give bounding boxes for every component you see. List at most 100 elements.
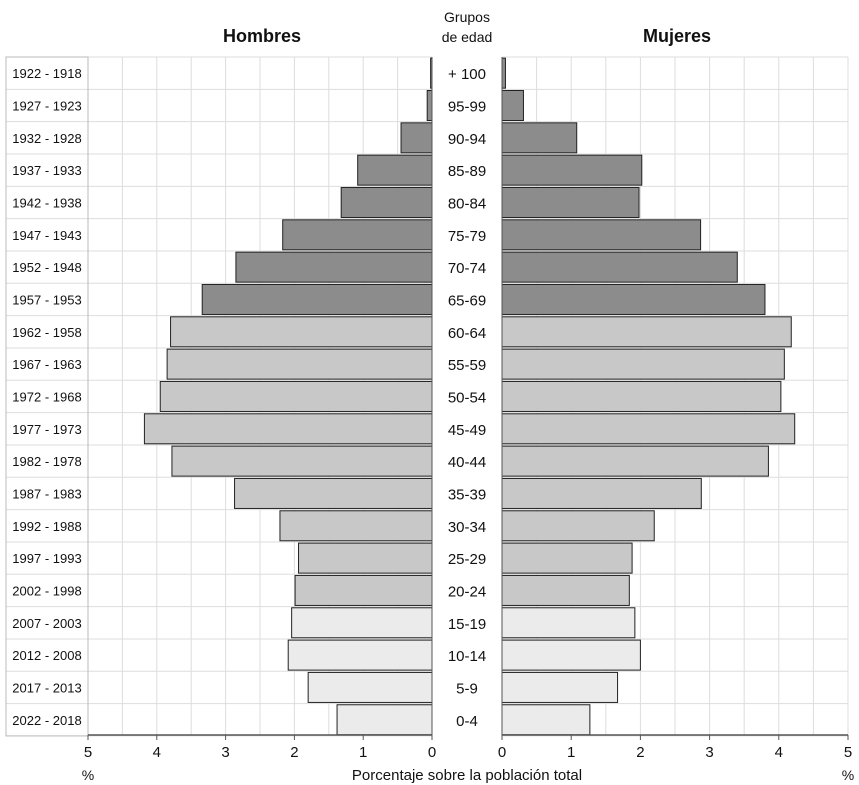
age-group-label: 45-49 — [448, 422, 486, 439]
bar-women — [501, 219, 702, 251]
unit-right: % — [842, 767, 854, 783]
birth-year-label: 1932 - 1928 — [12, 131, 81, 146]
right-title: Mujeres — [643, 26, 711, 46]
bar-women — [501, 122, 578, 154]
age-group-label: 75-79 — [448, 228, 486, 245]
bar-men — [426, 89, 433, 121]
bars-layer — [143, 57, 796, 736]
bar-men — [143, 413, 433, 445]
center-header-line2: de edad — [442, 29, 493, 45]
x-tick-label: 0 — [498, 744, 506, 761]
x-tick-label: 3 — [705, 744, 713, 761]
x-tick-label: 5 — [844, 744, 852, 761]
x-tick-label: 1 — [359, 744, 367, 761]
bar-women — [501, 639, 641, 671]
age-group-label: 70-74 — [448, 260, 486, 277]
x-axis-label: Porcentaje sobre la población total — [352, 767, 582, 784]
bar-men — [307, 671, 433, 703]
birth-year-label: 1962 - 1958 — [12, 325, 81, 340]
bar-men — [201, 283, 433, 315]
birth-year-label: 1937 - 1933 — [12, 163, 81, 178]
age-group-label: 55-59 — [448, 357, 486, 374]
birth-year-label: 1952 - 1948 — [12, 260, 81, 275]
bar-women — [501, 704, 591, 736]
left-title: Hombres — [223, 26, 301, 46]
age-group-label: 60-64 — [448, 325, 486, 342]
labels-layer: 1922 - 1918 + 100 1927 - 1923 95-99 1932 - 1… — [12, 66, 486, 730]
age-group-label: 65-69 — [448, 292, 486, 309]
bar-men — [234, 477, 433, 509]
bar-women — [501, 154, 643, 186]
x-tick-label: 4 — [153, 744, 161, 761]
age-group-label: 35-39 — [448, 486, 486, 503]
birth-year-label: 1982 - 1978 — [12, 454, 81, 469]
bar-men — [298, 542, 433, 574]
bar-men — [282, 219, 433, 251]
bar-women — [501, 574, 630, 606]
bar-men — [291, 607, 433, 639]
center-header-line1: Grupos — [444, 9, 490, 25]
bar-women — [501, 89, 524, 121]
bar-women — [501, 316, 792, 348]
age-group-label: 20-24 — [448, 583, 486, 600]
bar-men — [357, 154, 433, 186]
bar-men — [336, 704, 433, 736]
bar-women — [501, 607, 636, 639]
birth-year-label: 2022 - 2018 — [12, 713, 81, 728]
x-tick-label: 2 — [636, 744, 644, 761]
age-group-label: 15-19 — [448, 616, 486, 633]
age-group-label: 80-84 — [448, 195, 486, 212]
x-tick-label: 0 — [428, 744, 436, 761]
age-group-label: 85-89 — [448, 163, 486, 180]
age-group-label: 50-54 — [448, 389, 486, 406]
age-group-label: 0-4 — [456, 713, 478, 730]
x-tick-label: 5 — [84, 744, 92, 761]
bar-women — [501, 445, 769, 477]
birth-year-label: 1942 - 1938 — [12, 195, 81, 210]
bar-men — [166, 348, 433, 380]
bar-women — [501, 671, 619, 703]
age-group-label: 40-44 — [448, 454, 486, 471]
birth-year-label: 1957 - 1953 — [12, 292, 81, 307]
x-tick-label: 1 — [567, 744, 575, 761]
bar-women — [501, 251, 738, 283]
age-group-label: 5-9 — [456, 680, 478, 697]
birth-year-label: 2012 - 2008 — [12, 648, 81, 663]
birth-year-label: 1977 - 1973 — [12, 422, 81, 437]
age-group-label: + 100 — [448, 66, 486, 83]
bar-women — [501, 380, 782, 412]
birth-year-label: 1987 - 1983 — [12, 486, 81, 501]
bar-women — [501, 413, 796, 445]
bar-men — [159, 380, 433, 412]
bar-women — [501, 477, 702, 509]
x-tick-label: 2 — [290, 744, 298, 761]
birth-year-label: 1972 - 1968 — [12, 389, 81, 404]
age-group-label: 95-99 — [448, 98, 486, 115]
bar-men — [235, 251, 433, 283]
birth-year-label: 1992 - 1988 — [12, 519, 81, 534]
bar-men — [294, 574, 433, 606]
birth-year-label: 2007 - 2003 — [12, 616, 81, 631]
bar-men — [340, 186, 433, 218]
age-group-label: 25-29 — [448, 551, 486, 568]
birth-year-label: 2002 - 1998 — [12, 583, 81, 598]
birth-year-column — [5, 56, 89, 737]
bar-women — [501, 510, 655, 542]
age-group-label: 10-14 — [448, 648, 486, 665]
bar-men — [287, 639, 433, 671]
bar-men — [171, 445, 433, 477]
x-tick-label: 3 — [221, 744, 229, 761]
bar-men — [400, 122, 433, 154]
birth-year-label: 1997 - 1993 — [12, 551, 81, 566]
bar-women — [501, 57, 506, 89]
birth-year-label: 1922 - 1918 — [12, 66, 81, 81]
birth-year-label: 1967 - 1963 — [12, 357, 81, 372]
unit-left: % — [82, 767, 94, 783]
bar-men — [279, 510, 433, 542]
axis-layer: 5 4 3 2 1 0 0 1 2 3 4 5 — [84, 57, 852, 761]
age-group-label: 30-34 — [448, 519, 486, 536]
birth-year-label: 1947 - 1943 — [12, 228, 81, 243]
age-group-label: 90-94 — [448, 131, 486, 148]
birth-year-label: 1927 - 1923 — [12, 98, 81, 113]
